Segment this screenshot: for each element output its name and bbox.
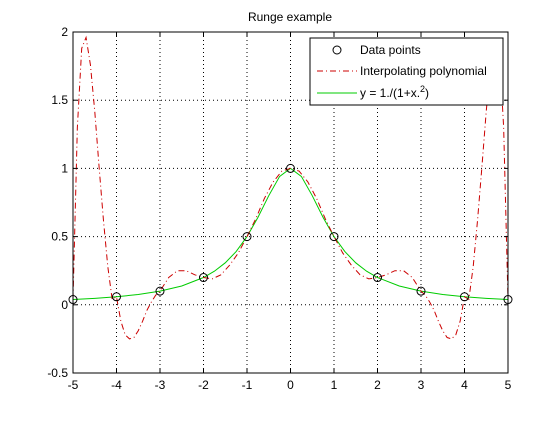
- y-tick-label-2: 0.5: [51, 230, 68, 244]
- x-tick-label-10: 5: [505, 378, 512, 392]
- x-tick-labels: -5 -4 -3 -2 -1 0 1 2 3 4 5: [68, 378, 512, 392]
- data-point-marker-8: [416, 286, 426, 296]
- x-tick-label-5: 0: [287, 378, 294, 392]
- data-point-marker-3: [199, 273, 208, 283]
- x-tick-label-9: 4: [461, 378, 468, 392]
- data-point-marker-9: [460, 292, 469, 302]
- data-point-marker-4: [242, 232, 252, 242]
- legend-label-runge-function-close: ): [425, 86, 429, 100]
- legend-marker-data-points: [332, 45, 342, 55]
- y-tick-labels: -0.5 0 0.5 1 1.5 2: [47, 25, 68, 380]
- y-tick-label-5: 2: [61, 25, 68, 39]
- x-tick-label-7: 2: [374, 378, 381, 392]
- legend-label-runge-function-main: y = 1./(1+x.: [360, 86, 420, 100]
- x-tick-label-1: -4: [111, 378, 122, 392]
- y-tick-label-0: -0.5: [47, 366, 68, 380]
- legend: Data points Interpolating polynomial y =…: [309, 37, 504, 106]
- x-tick-label-6: 1: [331, 378, 338, 392]
- chart-title: Runge example: [248, 10, 332, 24]
- y-tick-label-4: 1.5: [51, 93, 68, 107]
- data-point-marker-1: [112, 292, 121, 302]
- legend-label-data-points: Data points: [360, 43, 421, 57]
- y-tick-label-1: 0: [61, 298, 68, 312]
- interpolating-polynomial-line: [72, 35, 509, 340]
- legend-label-interpolating-polynomial: Interpolating polynomial: [360, 64, 487, 78]
- x-tick-label-4: -1: [242, 378, 253, 392]
- legend-label-runge-function-exponent: 2: [420, 84, 425, 94]
- plot-lines: [72, 35, 509, 340]
- data-point-marker-7: [373, 273, 382, 283]
- x-tick-label-0: -5: [68, 378, 79, 392]
- x-tick-label-3: -2: [198, 378, 209, 392]
- legend-box: [309, 37, 504, 106]
- data-point-marker-2: [155, 286, 165, 296]
- y-tick-label-3: 1: [61, 161, 68, 175]
- legend-label-runge-function: y = 1./(1+x.2): [360, 84, 429, 100]
- x-tick-label-2: -3: [155, 378, 166, 392]
- axis-ticks: [72, 31, 509, 374]
- data-point-marker-6: [329, 232, 339, 242]
- x-tick-label-8: 3: [418, 378, 425, 392]
- data-point-marker-5: [286, 163, 295, 173]
